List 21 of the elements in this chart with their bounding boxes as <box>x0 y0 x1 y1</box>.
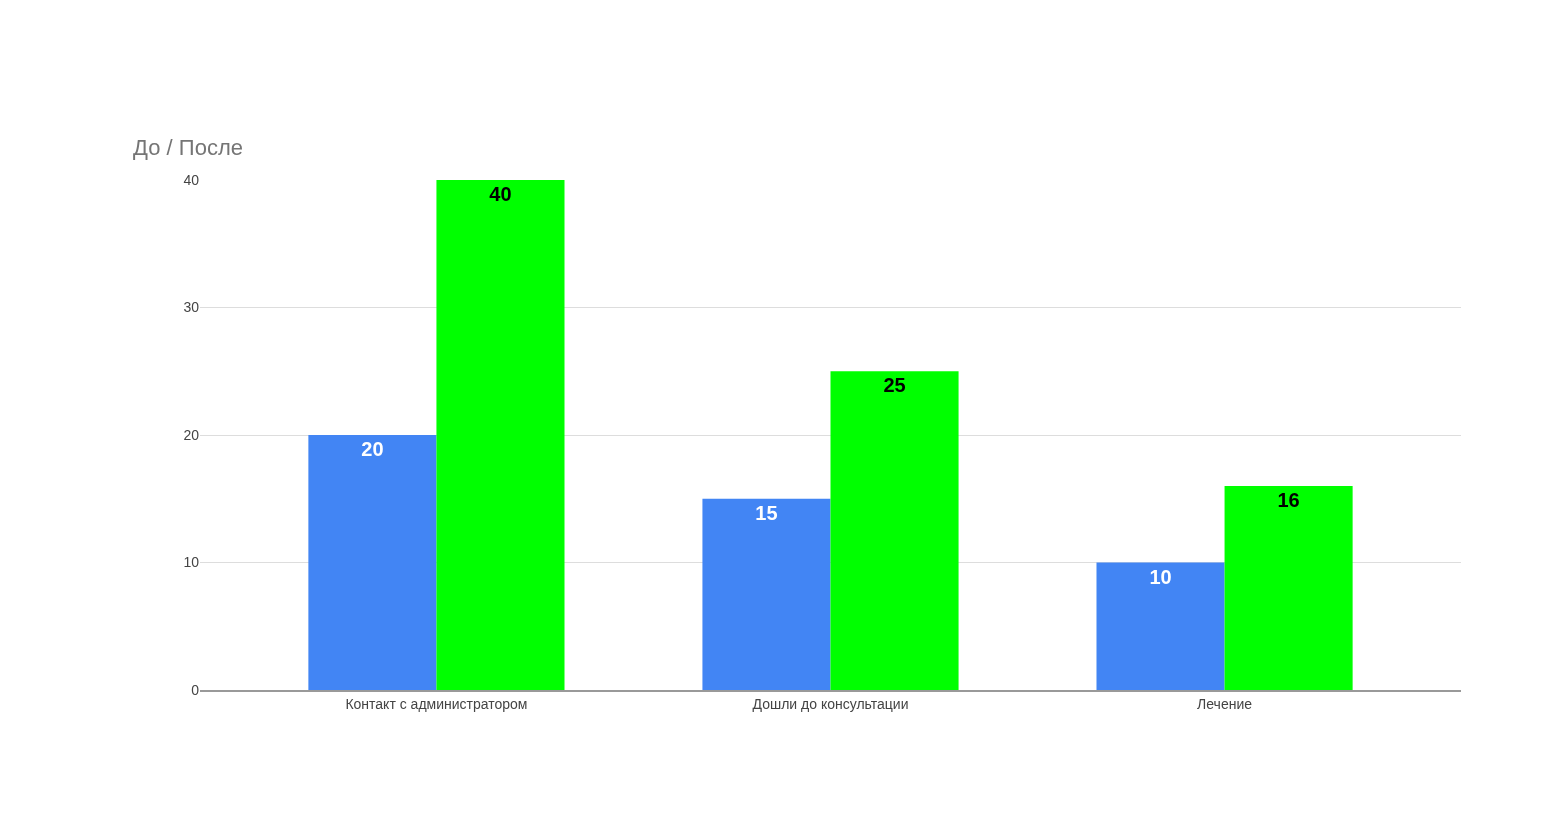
y-tick-label: 40 <box>183 171 200 188</box>
bar <box>308 435 437 690</box>
bar <box>702 498 831 690</box>
x-tick-label: Контакт с администратором <box>345 695 528 712</box>
bar <box>1096 562 1225 690</box>
data-label: 25 <box>883 374 906 397</box>
chart-title: До / После <box>133 134 243 160</box>
data-label: 10 <box>1149 565 1172 588</box>
data-label: 15 <box>755 501 778 524</box>
data-label: 16 <box>1277 489 1300 511</box>
x-tick-label: Лечение <box>1197 695 1253 712</box>
data-label: 40 <box>489 183 512 205</box>
y-tick-label: 0 <box>191 681 200 698</box>
y-tick-label: 10 <box>183 554 200 571</box>
bar <box>436 180 565 690</box>
data-label: 20 <box>361 438 384 460</box>
y-tick-label: 30 <box>183 299 200 316</box>
bar <box>1224 486 1353 690</box>
x-tick-label: Дошли до консультации <box>752 695 909 712</box>
bar <box>830 371 959 690</box>
y-tick-label: 20 <box>183 426 200 443</box>
